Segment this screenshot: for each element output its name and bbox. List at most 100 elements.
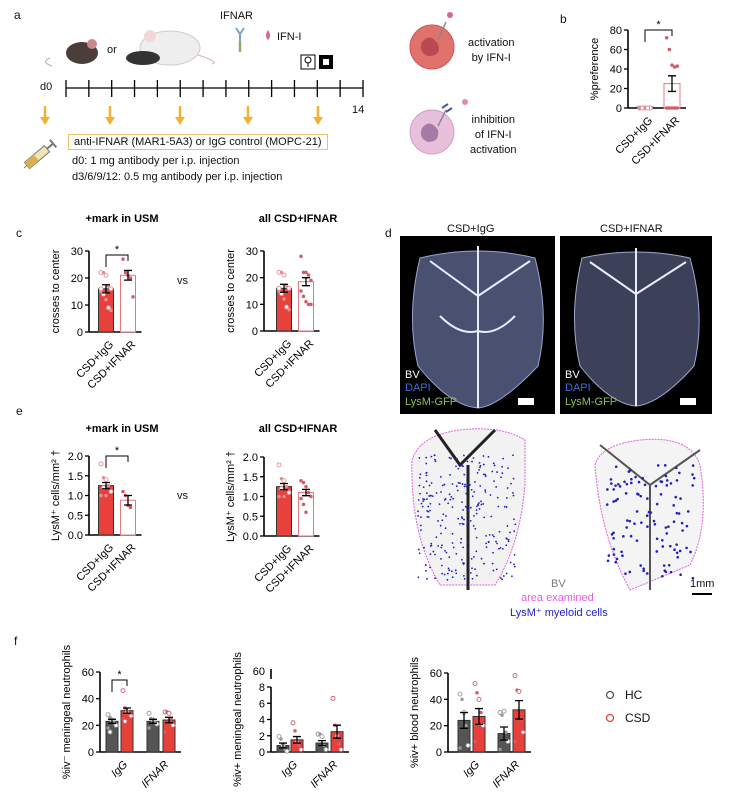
data-point [304,299,308,304]
cell-dot [629,534,633,538]
data-point [297,743,301,748]
data-point [281,272,287,278]
data-point [473,739,477,744]
cell-dot [493,464,496,467]
cell-dot [512,477,515,480]
chart-f2: 0 2 4 6 8 60 %iv+ meningeal neutrophils IgG IFNA… [232,652,349,791]
data-point [286,490,292,495]
cell-dot [479,466,481,469]
panel-label-a: a [14,8,21,22]
cell-dot [430,455,433,458]
significance-label: * [115,244,120,256]
y-tick-label: 0.0 [243,531,258,543]
cell-dot [661,574,664,578]
chart-e1: 0.0 0.5 1.0 1.5 2.0 LysM⁺ cells/mm² † +mark in… [50,423,159,595]
cell-dot [438,503,441,506]
error-bar [280,283,288,293]
cell-dot [433,454,436,457]
data-point [104,493,108,498]
cell-dot [462,454,465,457]
cell-dot [495,486,498,488]
cell-dot [425,492,428,495]
cell-dot [625,482,629,486]
cell-dot [469,519,472,522]
vs-text: vs [177,275,188,287]
cell-dot [512,454,514,457]
y-tick-label: 60 [82,667,94,679]
arrow-head [40,117,50,125]
cell-dot [431,495,434,498]
y-tick-label: 80 [610,25,622,37]
cell-dot [462,546,465,549]
cell-dot [653,522,657,526]
cell-dot [466,460,469,463]
cell-dot [491,562,494,565]
cell-dot [449,474,451,476]
y-tick-label: 0 [259,747,265,759]
cell-dot [509,531,511,534]
cell-dot [417,548,420,551]
cell-dot [455,572,458,575]
chart-title: +mark in USM [85,423,158,435]
cell-dot [500,476,502,479]
cell-dot [459,541,462,544]
data-point [301,294,306,299]
cell-dot [434,553,436,556]
data-point [464,723,468,728]
y-tick-label: 10 [71,300,83,312]
data-point [286,285,292,291]
cell-dot [655,550,659,553]
legend-markers [605,690,615,723]
cell-dot [501,472,504,475]
error-bar [102,284,110,294]
cell-dot [420,529,422,531]
x-tick-label: IgG [461,758,482,779]
cell-dot [457,482,460,484]
cell-dot [426,498,428,500]
data-point [99,493,103,498]
cell-dot [476,505,478,508]
cell-dot [425,480,428,483]
cell-dot [615,557,619,561]
cell-dot [620,550,623,554]
data-point [457,691,463,697]
meninges-image [411,246,544,409]
data-point [107,729,113,735]
cell-dot [692,476,696,480]
data-point [109,308,113,313]
data-point [516,688,522,694]
cell-dot [691,464,695,467]
data-point [120,688,126,694]
x-tick-label: IFNAR [139,759,171,791]
cell-dot [507,538,510,541]
cell-dot [492,462,495,465]
cell-dot [622,535,625,538]
cell-dot [449,498,452,501]
cell-dot [482,473,485,476]
cell-dot [472,457,475,459]
y-tick-label: 0 [616,103,622,115]
data-point [281,478,287,484]
data-point [106,305,111,311]
data-point [670,63,674,67]
cell-dot [678,549,682,553]
cell-dot [417,576,420,579]
data-point [147,726,151,730]
timeline-schematic [23,27,364,170]
cell-dot [691,484,695,487]
cell-dot [475,512,478,515]
cell-dot [487,455,490,458]
cell-dot [479,464,482,467]
data-point [479,710,483,715]
micrograph-csd-igg [400,236,555,414]
error-bar [302,488,310,497]
cell-dot [475,550,478,553]
activation-line: by IFN-I [471,52,511,64]
y-tick-label: 2 [259,731,265,743]
inhibition-line: activation [470,144,517,156]
inhibition-line: inhibition [471,114,515,126]
cell-dot [628,570,632,574]
cell-dot [422,486,425,488]
x-tick-label: IgG [279,758,300,779]
error-bar [280,482,288,491]
